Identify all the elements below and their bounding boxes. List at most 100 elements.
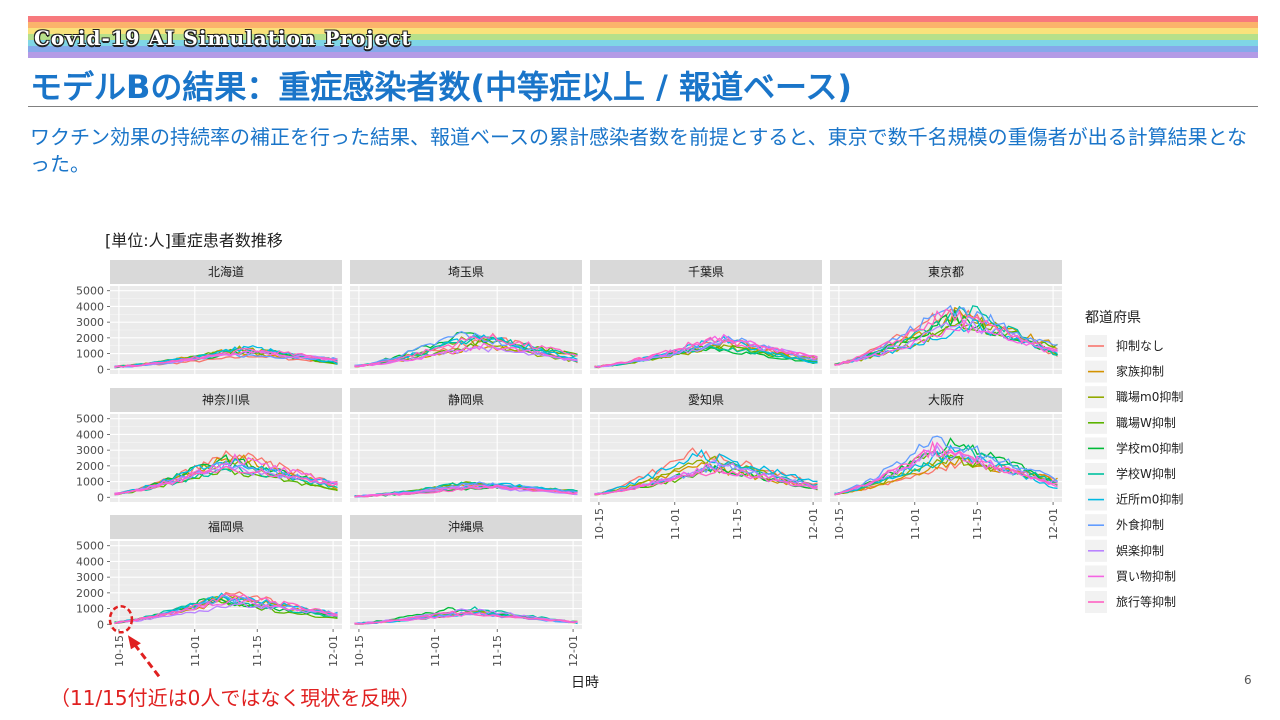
- annotation-arrowhead: [127, 635, 141, 650]
- series-line: [354, 345, 578, 368]
- legend-label: 学校m0抑制: [1116, 440, 1183, 455]
- legend-label: 家族抑制: [1116, 364, 1164, 379]
- annotation-text: （11/15付近は0人ではなく現状を反映）: [50, 686, 421, 710]
- x-tick-label: 11-01: [909, 508, 922, 540]
- y-tick-label: 4000: [76, 555, 104, 568]
- legend: 都道府県抑制なし家族抑制職場m0抑制職場W抑制学校m0抑制学校W抑制近所m0抑制…: [1085, 310, 1183, 613]
- facet-panel: 愛知県 10-15 11-01 11-15 12-01: [590, 388, 822, 540]
- description-text: ワクチン効果の持続率の補正を行った結果、報道ベースの累計感染者数を前提とすると、…: [30, 125, 1247, 176]
- facet-panel: 埼玉県: [350, 260, 582, 374]
- facet-strip: [350, 388, 582, 412]
- series-line: [354, 342, 578, 368]
- series-line: [834, 440, 1058, 496]
- legend-label: 職場m0抑制: [1116, 389, 1183, 404]
- facet-panel: 静岡県: [350, 388, 582, 502]
- series-line: [594, 336, 818, 369]
- legend-label: 職場W抑制: [1116, 415, 1176, 430]
- series-line: [114, 596, 338, 625]
- facet-strip: [830, 260, 1062, 284]
- x-tick-label: 10-15: [353, 635, 366, 667]
- chart-title: [単位:人]重症患者数推移: [105, 231, 283, 250]
- facet-strip: [110, 260, 342, 284]
- x-tick-label: 11-01: [189, 635, 202, 667]
- y-tick-label: 3000: [76, 571, 104, 584]
- facet-panel: 大阪府 10-15 11-01 11-15 12-01: [830, 388, 1062, 540]
- facet-label: 東京都: [928, 265, 964, 279]
- title-divider: [28, 106, 1258, 107]
- series-line: [354, 485, 578, 498]
- facet-strip: [110, 515, 342, 539]
- x-tick-label: 11-15: [491, 635, 504, 667]
- legend-label: 娯楽抑制: [1116, 543, 1164, 558]
- page-number: 6: [1244, 673, 1252, 687]
- y-tick-label: 5000: [76, 285, 104, 298]
- y-tick-label: 1000: [76, 476, 104, 489]
- annotation-arrow: [131, 641, 161, 678]
- facet-strip: [590, 388, 822, 412]
- facet-strip: [350, 515, 582, 539]
- annotation-circle: [108, 605, 134, 634]
- facet-panel: 沖縄県 10-15 11-01 11-15 12-01: [350, 515, 582, 667]
- facet-label: 神奈川県: [202, 393, 250, 407]
- y-tick-label: 2000: [76, 587, 104, 600]
- facet-label: 大阪府: [928, 392, 964, 407]
- series-line: [834, 435, 1058, 495]
- facet-panel: 東京都: [830, 260, 1062, 374]
- series-line: [834, 323, 1058, 366]
- x-tick-label: 12-01: [807, 508, 820, 540]
- series-line: [114, 593, 338, 625]
- legend-label: 外食抑制: [1116, 517, 1164, 532]
- y-tick-label: 5000: [76, 540, 104, 553]
- brand-logo-text: Covid-19 AI Simulation Project: [34, 26, 412, 50]
- series-line: [114, 465, 338, 496]
- y-tick-label: 1000: [76, 603, 104, 616]
- facet-label: 千葉県: [688, 265, 724, 279]
- y-tick-label: 5000: [76, 413, 104, 426]
- legend-title: 都道府県: [1085, 310, 1141, 326]
- series-line: [594, 462, 818, 495]
- series-line: [114, 348, 338, 368]
- x-tick-label: 12-01: [567, 635, 580, 667]
- y-tick-label: 2000: [76, 460, 104, 473]
- facet-label: 静岡県: [448, 393, 484, 407]
- facet-strip: [830, 388, 1062, 412]
- series-line: [834, 308, 1058, 366]
- series-line: [594, 459, 818, 495]
- facet-strip: [590, 260, 822, 284]
- y-tick-label: 3000: [76, 316, 104, 329]
- series-line: [834, 316, 1058, 366]
- facet-label: 福岡県: [208, 519, 244, 534]
- legend-label: 抑制なし: [1116, 338, 1164, 353]
- series-line: [354, 610, 578, 625]
- x-tick-label: 11-15: [971, 508, 984, 540]
- y-tick-label: 0: [97, 491, 104, 504]
- y-tick-label: 4000: [76, 428, 104, 441]
- x-tick-label: 11-01: [429, 635, 442, 667]
- series-line: [354, 333, 578, 368]
- facet-label: 愛知県: [688, 393, 724, 407]
- legend-label: 旅行等抑制: [1116, 594, 1176, 609]
- series-line: [114, 602, 338, 624]
- y-tick-label: 4000: [76, 300, 104, 313]
- facet-label: 沖縄県: [448, 519, 484, 534]
- y-tick-label: 3000: [76, 444, 104, 457]
- x-tick-label: 12-01: [1047, 508, 1060, 540]
- facet-panel: 千葉県: [590, 260, 822, 374]
- x-tick-label: 11-01: [669, 508, 682, 540]
- facet-panel: 福岡県 0 1000 2000 3000 4000 5000 10-15 11-01 11-15 1…: [76, 515, 342, 667]
- x-tick-label: 11-15: [731, 508, 744, 540]
- facet-label: 埼玉県: [448, 265, 484, 279]
- facet-strip: [350, 260, 582, 284]
- facet-label: 北海道: [208, 264, 244, 279]
- series-line: [594, 449, 818, 496]
- x-axis-label: 日時: [571, 675, 599, 691]
- legend-label: 近所m0抑制: [1116, 492, 1183, 507]
- y-tick-label: 0: [97, 618, 104, 631]
- x-tick-label: 10-15: [113, 635, 126, 667]
- y-tick-label: 2000: [76, 332, 104, 345]
- rainbow-banner: [28, 16, 1258, 58]
- facet-panel: 神奈川県 0 1000 2000 3000 4000 5000: [76, 388, 342, 504]
- page-title: モデルBの結果：重症感染者数(中等症以上 / 報道ベース): [30, 68, 853, 106]
- x-tick-label: 10-15: [833, 508, 846, 540]
